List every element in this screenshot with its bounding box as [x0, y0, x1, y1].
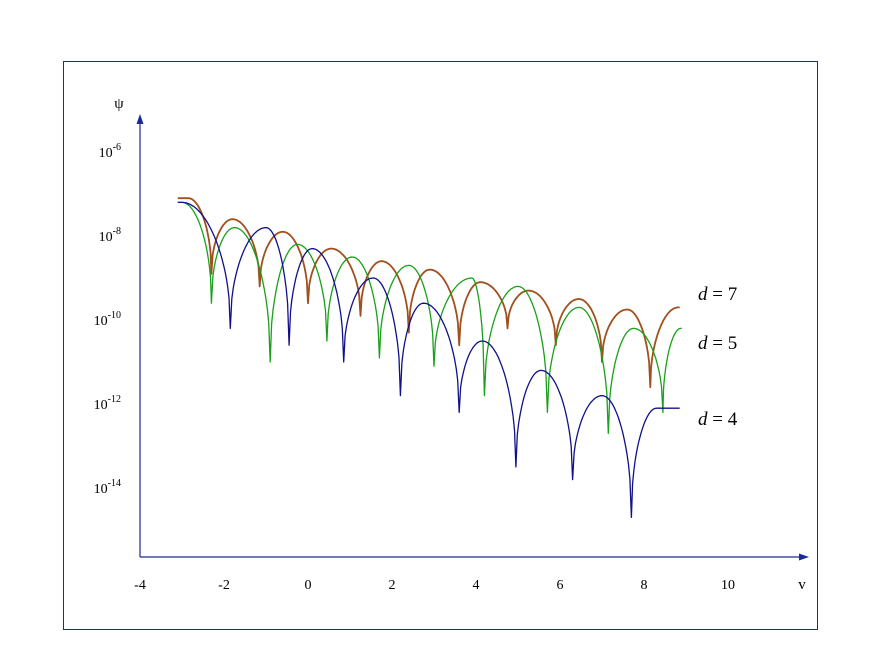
x-tick-label: 4	[473, 578, 480, 593]
tick-labels: -4 -2 0 2 4 6 8 10 10-6 10-8 10-10 10-12 10-14 v ψ	[94, 96, 807, 593]
x-tick-label: -2	[218, 578, 230, 593]
x-axis-label: v	[798, 577, 806, 593]
series-label-d7: d = 7	[698, 284, 737, 305]
x-tick-label: 8	[641, 578, 648, 593]
x-tick-label: 6	[557, 578, 564, 593]
series-line-4	[177, 201, 680, 519]
series-line-5	[177, 201, 682, 435]
x-tick-label: 0	[305, 578, 312, 593]
y-tick-label: 10-8	[99, 226, 121, 245]
chart-frame: -4 -2 0 2 4 6 8 10 10-6 10-8 10-10 10-12 10-14 v ψ d =…	[63, 61, 818, 630]
x-tick-label: -4	[134, 578, 146, 593]
x-tick-label: 2	[389, 578, 396, 593]
y-tick-label: 10-12	[94, 394, 121, 413]
series-labels: d = 7 d = 5 d = 4	[698, 284, 738, 430]
y-tick-label: 10-14	[94, 478, 121, 497]
y-axis-arrow-icon	[136, 114, 144, 124]
y-tick-label: 10-10	[94, 310, 121, 329]
chart-svg: -4 -2 0 2 4 6 8 10 10-6 10-8 10-10 10-12 10-14 v ψ d =…	[94, 96, 809, 593]
x-tick-label: 10	[721, 578, 735, 593]
series-label-d4: d = 4	[698, 409, 738, 430]
axes	[136, 114, 809, 561]
series-group	[177, 197, 682, 519]
x-axis-arrow-icon	[799, 553, 809, 561]
series-line-7	[177, 197, 680, 389]
y-tick-label: 10-6	[99, 142, 121, 161]
series-label-d5: d = 5	[698, 333, 737, 354]
y-axis-label: ψ	[114, 96, 124, 112]
